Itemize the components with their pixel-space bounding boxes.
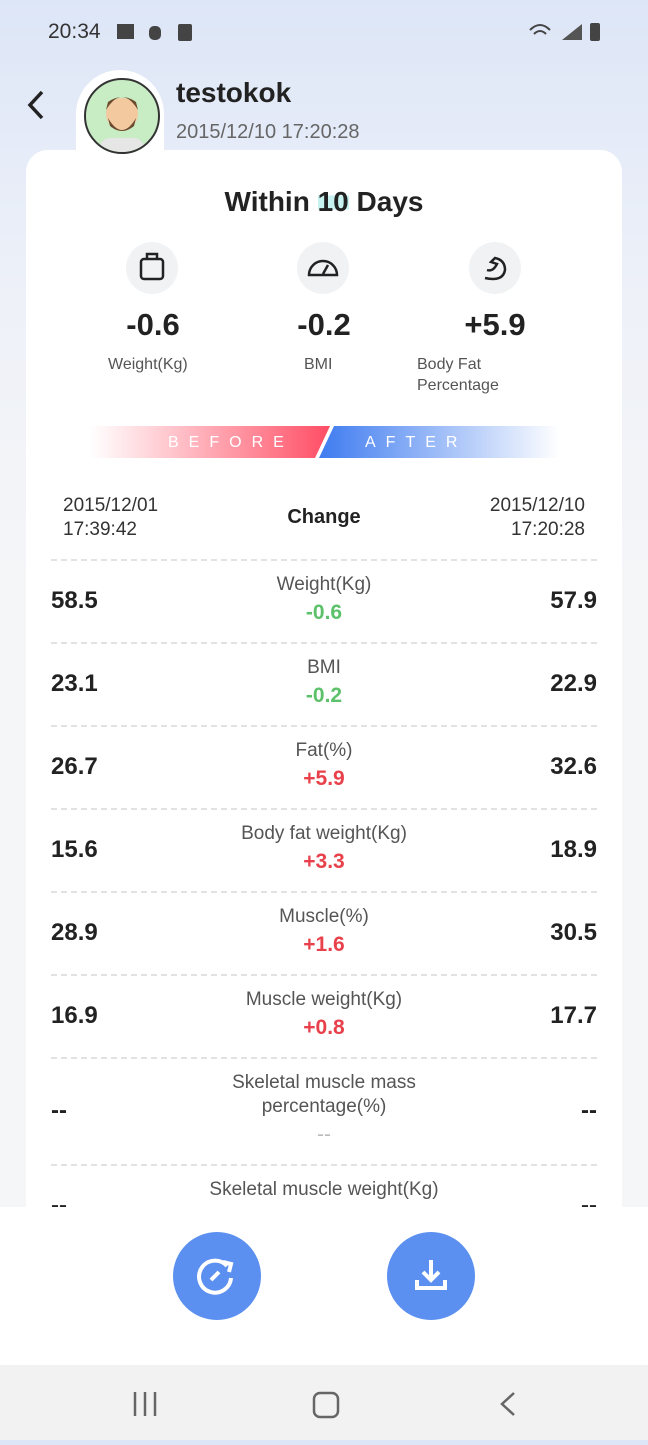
after-value: 22.9 <box>550 669 597 697</box>
home-button[interactable] <box>312 1391 340 1419</box>
change-value: +3.3 <box>303 850 345 873</box>
before-value: 26.7 <box>51 752 98 780</box>
comparison-row: 58.5 Weight(Kg) -0.6 57.9 <box>51 559 597 642</box>
after-value: 18.9 <box>550 835 597 863</box>
title-text: Days <box>348 186 424 217</box>
after-time: 17:20:28 <box>511 519 585 540</box>
before-value: 23.1 <box>51 669 98 697</box>
avatar[interactable] <box>84 78 160 154</box>
change-value: +5.9 <box>303 767 345 790</box>
weight-icon <box>126 242 178 294</box>
before-value: 58.5 <box>51 586 98 614</box>
before-value: 15.6 <box>51 835 98 863</box>
summary-label: Body Fat Percentage <box>417 356 499 394</box>
back-button[interactable] <box>24 88 48 122</box>
comparison-row: 15.6 Body fat weight(Kg) +3.3 18.9 <box>51 808 597 891</box>
after-value: 17.7 <box>550 1001 597 1029</box>
metric-name: Muscle weight(Kg) <box>245 989 403 1010</box>
before-label: BEFORE <box>168 434 294 451</box>
metric-name: Body fat weight(Kg) <box>241 823 407 844</box>
summary-value: +5.9 <box>464 307 526 342</box>
summary-value: -0.6 <box>126 307 180 342</box>
change-cell: Muscle(%) +1.6 <box>171 905 477 960</box>
after-value: 30.5 <box>550 918 597 946</box>
metric-name: Weight(Kg) <box>276 574 372 595</box>
before-value: 28.9 <box>51 918 98 946</box>
change-value: -0.2 <box>305 684 343 707</box>
after-label: AFTER <box>365 434 468 451</box>
summary-value: -0.2 <box>297 307 351 342</box>
change-cell: Muscle weight(Kg) +0.8 <box>171 988 477 1043</box>
measure-date: 2015/12/10 17:20:28 <box>176 121 360 143</box>
change-value: -- <box>317 1123 331 1146</box>
comparison-row: 28.9 Muscle(%) +1.6 30.5 <box>51 891 597 974</box>
comparison-row: 23.1 BMI -0.2 22.9 <box>51 642 597 725</box>
metric-name: Muscle(%) <box>279 906 369 927</box>
summary-title: Within 10 Days <box>0 186 648 218</box>
change-cell: Skeletal muscle mass percentage(%) -- <box>171 1071 477 1150</box>
after-date: 2015/12/10 <box>489 495 585 516</box>
metric-name: BMI <box>307 657 341 678</box>
comparison-row: 26.7 Fat(%) +5.9 32.6 <box>51 725 597 808</box>
before-time: 17:39:42 <box>63 519 137 540</box>
before-value: -- <box>51 1096 67 1124</box>
title-text: Within <box>224 186 318 217</box>
change-header: Change <box>287 506 361 528</box>
before-value: 16.9 <box>51 1001 98 1029</box>
status-time: 20:34 <box>48 20 101 43</box>
change-value: -0.6 <box>305 601 343 624</box>
change-cell: Weight(Kg) -0.6 <box>171 573 477 628</box>
summary-label: BMI <box>304 356 333 373</box>
user-name: testokok <box>176 77 292 108</box>
metric-name: Skeletal muscle weight(Kg) <box>209 1179 439 1200</box>
title-highlight: 10 <box>317 186 349 217</box>
comparison-row: -- Skeletal muscle mass percentage(%) -- -- <box>51 1057 597 1164</box>
back-nav-button[interactable] <box>500 1392 515 1416</box>
before-date: 2015/12/01 <box>63 495 159 516</box>
comparison-row: 16.9 Muscle weight(Kg) +0.8 17.7 <box>51 974 597 1057</box>
reset-button[interactable] <box>173 1232 261 1320</box>
recents-button[interactable] <box>133 1392 157 1416</box>
summary-label: Weight(Kg) <box>108 356 188 373</box>
metric-name: Fat(%) <box>295 740 353 761</box>
change-cell: Fat(%) +5.9 <box>171 739 477 794</box>
fat-icon <box>469 242 521 294</box>
change-cell: Body fat weight(Kg) +3.3 <box>171 822 477 877</box>
nav-bar <box>0 1365 648 1440</box>
download-button[interactable] <box>387 1232 475 1320</box>
status-icons <box>117 24 192 41</box>
after-datetime: 2015/12/10 17:20:28 <box>490 494 585 542</box>
status-system-icons <box>529 23 600 41</box>
after-value: 32.6 <box>550 752 597 780</box>
after-value: 57.9 <box>550 586 597 614</box>
metric-name: Skeletal muscle mass percentage(%) <box>232 1072 416 1117</box>
change-cell: BMI -0.2 <box>171 656 477 711</box>
comparison-table: 58.5 Weight(Kg) -0.6 57.9 23.1 BMI -0.2 22.9 26.… <box>51 559 597 1247</box>
before-datetime: 2015/12/01 17:39:42 <box>63 494 158 542</box>
card <box>26 150 622 1250</box>
change-value: +0.8 <box>303 1016 345 1039</box>
after-value: -- <box>581 1096 597 1124</box>
bmi-icon <box>297 242 349 294</box>
change-value: +1.6 <box>303 933 345 956</box>
before-after-banner <box>90 426 560 458</box>
bottom-panel <box>0 1207 648 1365</box>
